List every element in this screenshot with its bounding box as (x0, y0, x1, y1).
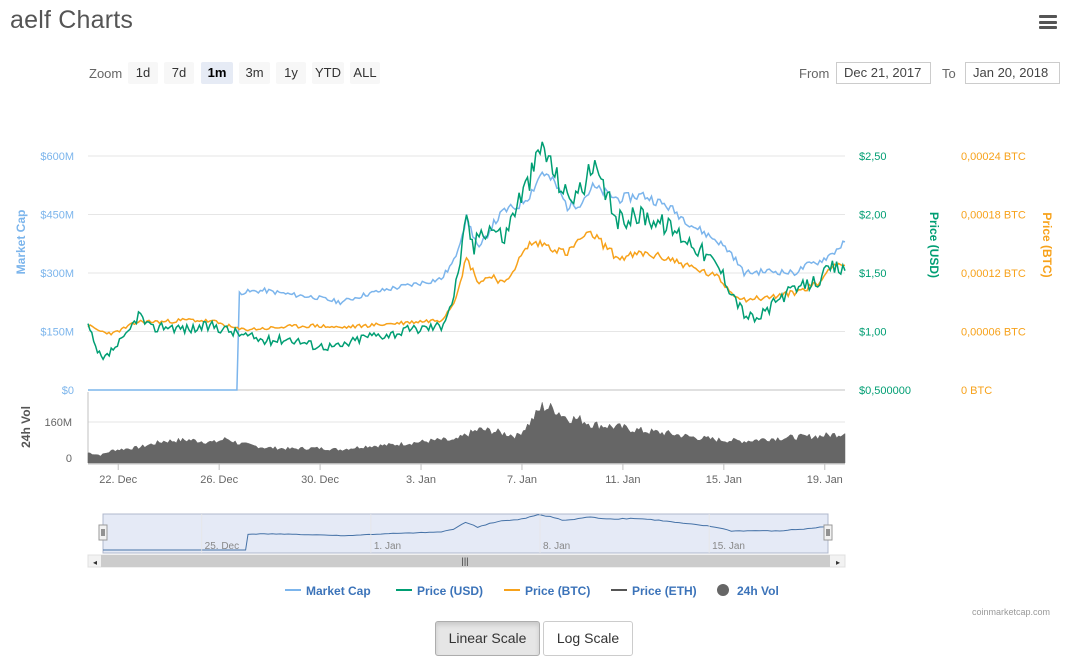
zoom-button-1y[interactable]: 1y (276, 62, 306, 84)
legend-label: Price (BTC) (525, 584, 590, 598)
scroll-right-arrow-icon[interactable]: ▸ (836, 558, 840, 567)
navigator-tick-label: 25. Dec (205, 541, 239, 552)
navigator-selection (102, 513, 829, 554)
grid-lines (87, 155, 845, 465)
price-btc-tick-label: 0,00024 BTC (961, 151, 1026, 163)
legend-circle-symbol (717, 584, 729, 596)
x-tick-label: 7. Jan (507, 474, 537, 486)
legend[interactable]: Market Cap Price (USD) Price (BTC) Price (E… (285, 584, 779, 598)
market-cap-tick-label: $600M (40, 151, 74, 163)
chart-canvas: $0 $150M $300M $450M $600M $0,500000 $1,00 $1,5… (14, 141, 1054, 598)
navigator-right-handle[interactable] (823, 524, 833, 541)
market-cap-axis-title: Market Cap (14, 210, 28, 275)
legend-item[interactable]: Price (ETH) (611, 584, 697, 598)
legend-item[interactable]: Market Cap (285, 584, 371, 598)
price-btc-tick-label: 0,00018 BTC (961, 210, 1026, 222)
legend-label: Price (USD) (417, 584, 483, 598)
navigator[interactable]: 25. Dec 1. Jan 8. Jan 15. Jan ||| ◂ ▸ (87, 513, 846, 568)
zoom-button-all[interactable]: ALL (350, 62, 380, 84)
x-tick-label: 15. Jan (706, 474, 742, 486)
price-usd-tick-label: $0,500000 (859, 385, 911, 397)
scroll-left-arrow-icon[interactable]: ◂ (93, 558, 97, 567)
log-scale-button[interactable]: Log Scale (543, 621, 633, 656)
menu-bar (1039, 20, 1057, 24)
price-plot (87, 141, 846, 391)
navigator-left-handle[interactable] (98, 524, 108, 541)
market-cap-tick-label: $300M (40, 268, 74, 280)
x-tick-label: 3. Jan (406, 474, 436, 486)
zoom-label: Zoom (89, 66, 123, 81)
volume-tick-label: 160M (44, 417, 72, 429)
market-cap-line (88, 170, 846, 391)
hamburger-menu-icon[interactable] (1039, 15, 1057, 29)
legend-label: Price (ETH) (632, 584, 697, 598)
volume-plot (87, 402, 846, 464)
x-tick-label: 11. Jan (605, 474, 640, 486)
price-btc-tick-label: 0 BTC (961, 385, 992, 397)
legend-label: 24h Vol (737, 584, 779, 598)
range-from-label: From (799, 66, 830, 81)
zoom-button-1d[interactable]: 1d (128, 62, 158, 84)
legend-item[interactable]: Price (USD) (396, 584, 483, 598)
range-to-label: To (942, 66, 956, 81)
price-usd-tick-label: $2,00 (859, 210, 887, 222)
navigator-scrollbar-thumb[interactable] (101, 555, 830, 567)
axes: $0 $150M $300M $450M $600M $0,500000 $1,00 $1,5… (14, 151, 1054, 486)
x-tick-label: 22. Dec (99, 474, 137, 486)
price-btc-line (87, 230, 846, 336)
zoom-button-ytd[interactable]: YTD (312, 62, 344, 84)
chart-title: aelf Charts (10, 6, 134, 34)
price-usd-axis-title: Price (USD) (927, 212, 941, 278)
navigator-line (103, 514, 829, 551)
price-usd-tick-label: $2,50 (859, 151, 887, 163)
linear-scale-button[interactable]: Linear Scale (435, 621, 540, 656)
legend-label: Market Cap (306, 584, 371, 598)
scrollbar-grip: ||| (461, 556, 468, 566)
x-tick-label: 19. Jan (807, 474, 843, 486)
zoom-button-3m[interactable]: 3m (239, 62, 270, 84)
market-cap-tick-label: $150M (40, 327, 74, 339)
legend-item[interactable]: Price (BTC) (504, 584, 590, 598)
volume-area (87, 402, 846, 464)
price-usd-tick-label: $1,50 (859, 268, 887, 280)
price-btc-tick-label: 0,00006 BTC (961, 327, 1026, 339)
price-usd-tick-label: $1,00 (859, 327, 887, 339)
price-btc-tick-label: 0,00012 BTC (961, 268, 1026, 280)
credits-link[interactable]: coinmarketcap.com (972, 607, 1051, 617)
price-btc-axis-title: Price (BTC) (1040, 212, 1054, 277)
market-cap-tick-label: $450M (40, 210, 74, 222)
range-to-input[interactable]: Jan 20, 2018 (965, 62, 1060, 84)
navigator-tick-label: 15. Jan (712, 541, 745, 552)
range-from-input[interactable]: Dec 21, 2017 (836, 62, 931, 84)
price-usd-line (87, 141, 846, 361)
navigator-tick-label: 1. Jan (374, 541, 401, 552)
x-tick-label: 30. Dec (301, 474, 339, 486)
zoom-button-7d[interactable]: 7d (164, 62, 194, 84)
volume-axis-title: 24h Vol (19, 406, 33, 448)
volume-tick-label: 0 (66, 453, 72, 465)
x-tick-label: 26. Dec (200, 474, 238, 486)
navigator-tick-label: 8. Jan (543, 541, 570, 552)
menu-bar (1039, 26, 1057, 29)
market-cap-tick-label: $0 (62, 385, 74, 397)
legend-item[interactable]: 24h Vol (717, 584, 779, 598)
zoom-button-1m[interactable]: 1m (201, 62, 233, 84)
menu-bar (1039, 15, 1057, 18)
